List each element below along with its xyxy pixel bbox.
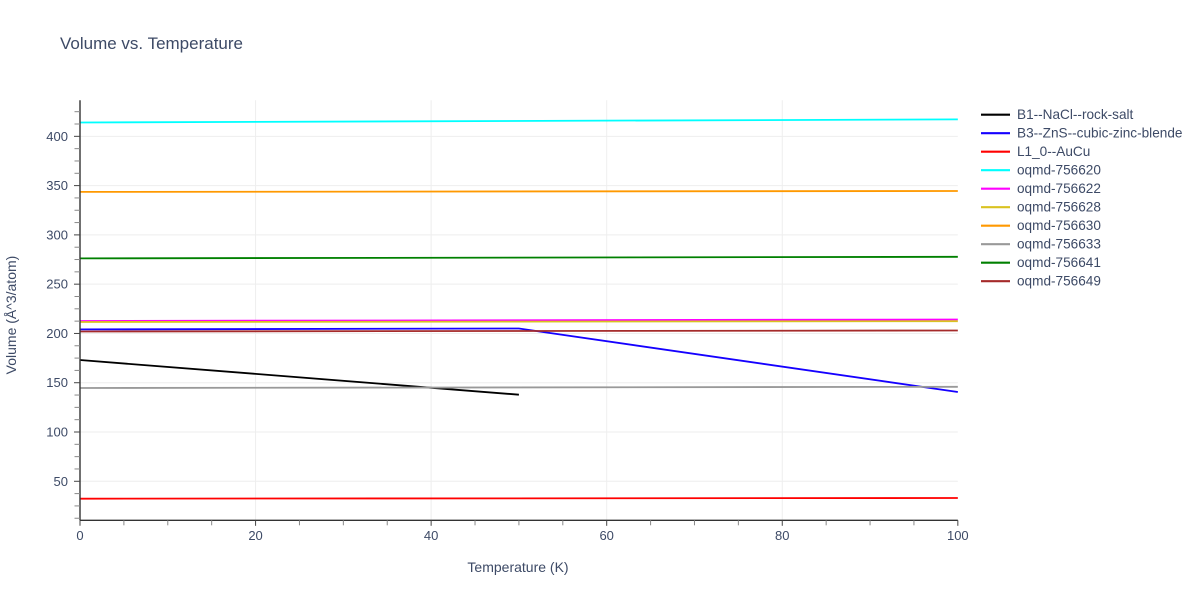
svg-text:40: 40	[424, 528, 438, 543]
svg-text:Volume (Å^3/atom): Volume (Å^3/atom)	[3, 256, 19, 375]
svg-text:oqmd-756622: oqmd-756622	[1017, 181, 1101, 196]
svg-text:oqmd-756633: oqmd-756633	[1017, 237, 1101, 252]
svg-text:60: 60	[599, 528, 613, 543]
svg-text:250: 250	[46, 277, 68, 292]
svg-text:B3--ZnS--cubic-zinc-blende: B3--ZnS--cubic-zinc-blende	[1017, 126, 1182, 141]
svg-text:350: 350	[46, 178, 68, 193]
svg-text:80: 80	[775, 528, 789, 543]
svg-text:100: 100	[947, 528, 969, 543]
svg-text:400: 400	[46, 129, 68, 144]
svg-text:oqmd-756630: oqmd-756630	[1017, 218, 1101, 233]
svg-text:300: 300	[46, 227, 68, 242]
svg-text:100: 100	[46, 425, 68, 440]
svg-text:0: 0	[76, 528, 83, 543]
svg-text:Temperature (K): Temperature (K)	[467, 559, 568, 575]
svg-text:B1--NaCl--rock-salt: B1--NaCl--rock-salt	[1017, 107, 1134, 122]
svg-text:L1_0--AuCu: L1_0--AuCu	[1017, 144, 1090, 159]
svg-text:20: 20	[248, 528, 262, 543]
svg-text:oqmd-756641: oqmd-756641	[1017, 255, 1101, 270]
svg-text:50: 50	[54, 474, 68, 489]
svg-text:oqmd-756628: oqmd-756628	[1017, 200, 1101, 215]
svg-text:200: 200	[46, 326, 68, 341]
svg-text:oqmd-756649: oqmd-756649	[1017, 274, 1101, 289]
svg-text:150: 150	[46, 375, 68, 390]
svg-text:oqmd-756620: oqmd-756620	[1017, 163, 1101, 178]
